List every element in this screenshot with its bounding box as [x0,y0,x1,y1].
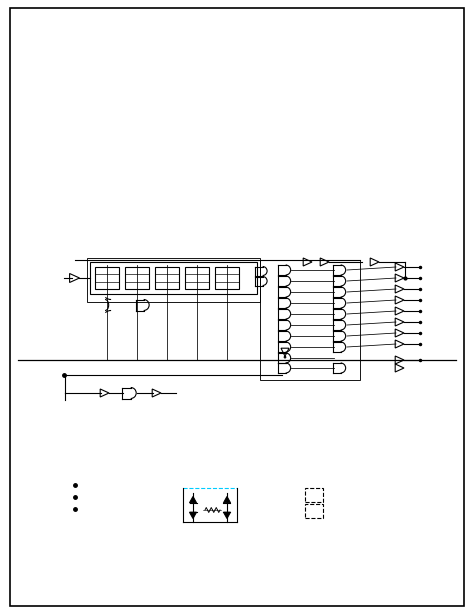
Polygon shape [190,497,197,503]
Polygon shape [224,497,230,503]
Bar [305,504,323,518]
Bar [125,267,149,289]
Bar [87,258,260,302]
Bar [215,267,239,289]
Bar [155,267,179,289]
Bar [305,488,323,502]
Bar [185,267,209,289]
Polygon shape [190,512,197,519]
Bar [95,267,119,289]
Bar [90,262,257,294]
Bar [260,260,360,380]
Polygon shape [224,512,230,519]
